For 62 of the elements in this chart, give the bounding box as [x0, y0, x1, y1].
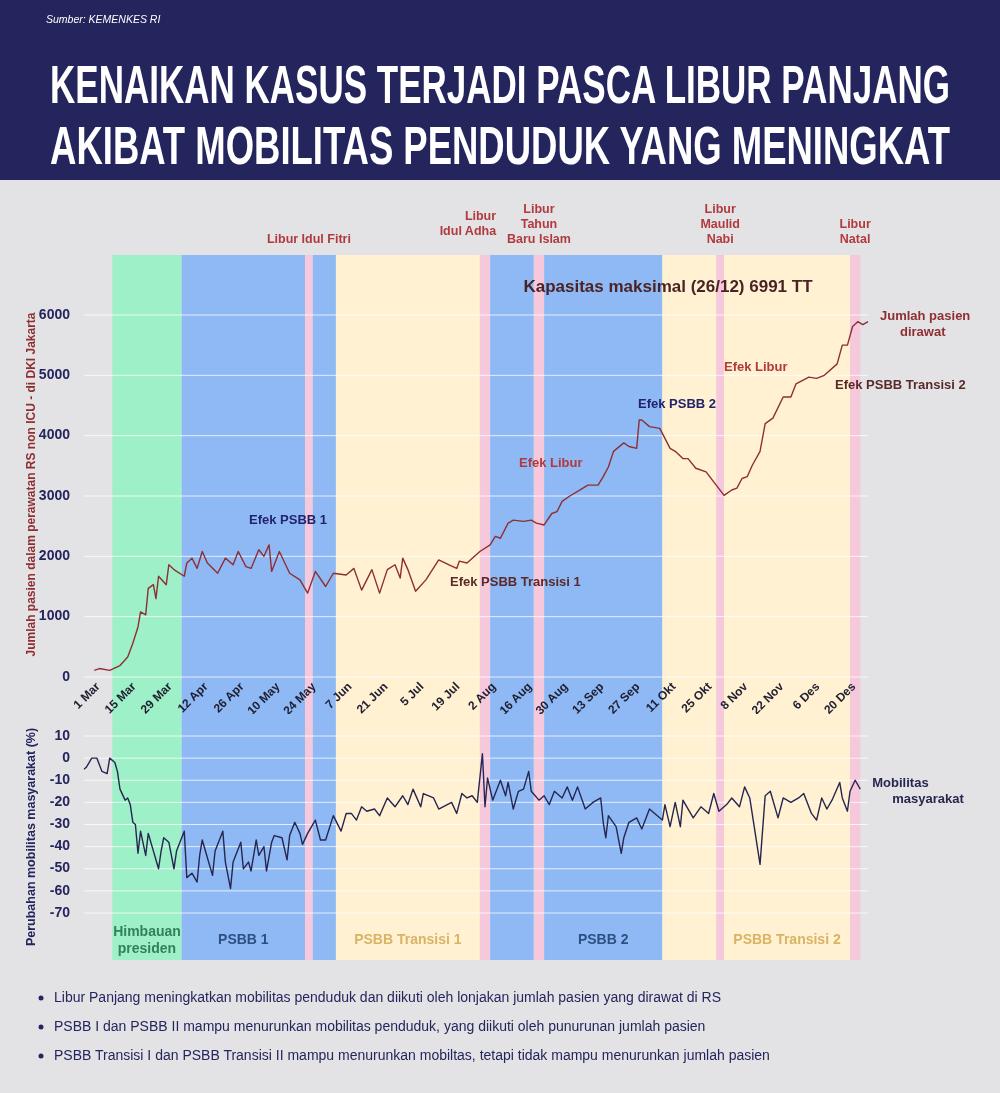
- x-tick-label: 21 Jun: [353, 679, 391, 717]
- y-tick-label: -50: [49, 859, 71, 876]
- y-tick-label: -10: [49, 770, 71, 787]
- y-axis-title: Perubahan mobilitas masyarakat (%): [24, 727, 39, 947]
- band-label: Libur Tahun Baru Islam: [507, 202, 571, 246]
- y-tick-label: -30: [49, 815, 71, 832]
- y-tick-label: -60: [49, 881, 71, 898]
- y-tick-label: 0: [62, 667, 71, 684]
- x-tick-label: 24 May: [280, 679, 319, 718]
- text: Sumber: KEMENKES RI: [46, 12, 161, 25]
- series-label: Mobilitas masyarakat: [872, 775, 965, 807]
- band-label: Libur Maulid Nabi: [700, 202, 740, 246]
- y-tick-label: 0: [62, 748, 71, 765]
- chart-title: KENAIKAN KASUS TERJADI PASCA LIBUR PANJANG AKIBAT MOBILITAS PENDUDUK YANG MENINGKAT: [50, 54, 950, 176]
- x-tick-label: 26 Apr: [210, 679, 247, 716]
- band-label: Libur Natal: [839, 217, 871, 246]
- line-series: [93, 320, 869, 672]
- band-label: PSBB 2: [577, 931, 629, 947]
- x-tick-label: 16 Aug: [496, 679, 535, 718]
- y-tick-label: 3000: [38, 486, 71, 503]
- band-label: Himbauan presiden: [113, 923, 181, 956]
- y-axis-title: Jumlah pasien dalam perawatan RS non ICU - di DKI Jakarta: [24, 312, 39, 657]
- y-tick-label: 10: [54, 726, 71, 743]
- annotation: Efek PSBB Transisi 2: [835, 377, 966, 393]
- x-tick-label: 29 Mar: [137, 679, 175, 717]
- text: PSBB I dan PSBB II mampu menurunkan mobilitas penduduk, yang diikuti oleh punurunan jumlah pasien: [54, 1017, 706, 1034]
- text: Libur Panjang meningkatkan mobilitas penduduk dan diikuti oleh lonjakan jumlah pasien yang dirawat di RS: [54, 988, 721, 1005]
- x-tick-label: 20 Des: [821, 679, 859, 717]
- x-tick-label: 8 Nov: [717, 679, 751, 713]
- x-tick-label: 25 Okt: [678, 679, 715, 716]
- text: PSBB Transisi I dan PSBB Transisi II mampu menurunkan mobiltas, tetapi tidak mampu menurunkan jumlah pasien: [54, 1046, 770, 1063]
- x-tick-label: 22 Nov: [748, 679, 787, 718]
- x-tick-label: 7 Jun: [322, 679, 355, 712]
- y-tick-label: -40: [49, 837, 71, 854]
- y-tick-label: -20: [49, 793, 71, 810]
- annotation: Efek Libur: [724, 359, 788, 375]
- x-tick-label: 5 Jul: [397, 679, 427, 709]
- band-label: Libur Idul Adha: [439, 209, 498, 238]
- x-tick-label: 15 Mar: [101, 679, 139, 717]
- y-tick-label: 6000: [38, 305, 71, 322]
- x-tick-label: 1 Mar: [70, 679, 103, 712]
- y-tick-label: 5000: [38, 366, 71, 383]
- band-label: PSBB Transisi 2: [733, 931, 841, 947]
- series-label: Jumlah pasien dirawat: [880, 307, 971, 339]
- y-tick-label: 1000: [38, 607, 71, 624]
- x-tick-label: 30 Aug: [532, 679, 571, 718]
- y-tick-label: -70: [49, 903, 71, 920]
- line-series: [83, 753, 861, 890]
- x-tick-label: 27 Sep: [605, 679, 643, 717]
- x-tick-label: 12 Apr: [174, 679, 211, 716]
- annotation: Efek PSBB Transisi 1: [450, 574, 581, 590]
- x-tick-label: 6 Des: [789, 679, 823, 713]
- x-tick-label: 19 Jul: [428, 679, 463, 714]
- y-tick-label: 2000: [38, 547, 71, 564]
- x-tick-label: 11 Okt: [643, 679, 679, 715]
- x-tick-label: 13 Sep: [569, 679, 607, 717]
- band-label: PSBB Transisi 1: [354, 931, 462, 947]
- band-label: PSBB 1: [218, 931, 269, 947]
- y-tick-label: 4000: [38, 426, 71, 443]
- x-tick-label: 10 May: [244, 679, 283, 718]
- band-label: Libur Idul Fitri: [266, 232, 351, 246]
- text: Kapasitas maksimal (26/12) 6991 TT: [523, 277, 814, 297]
